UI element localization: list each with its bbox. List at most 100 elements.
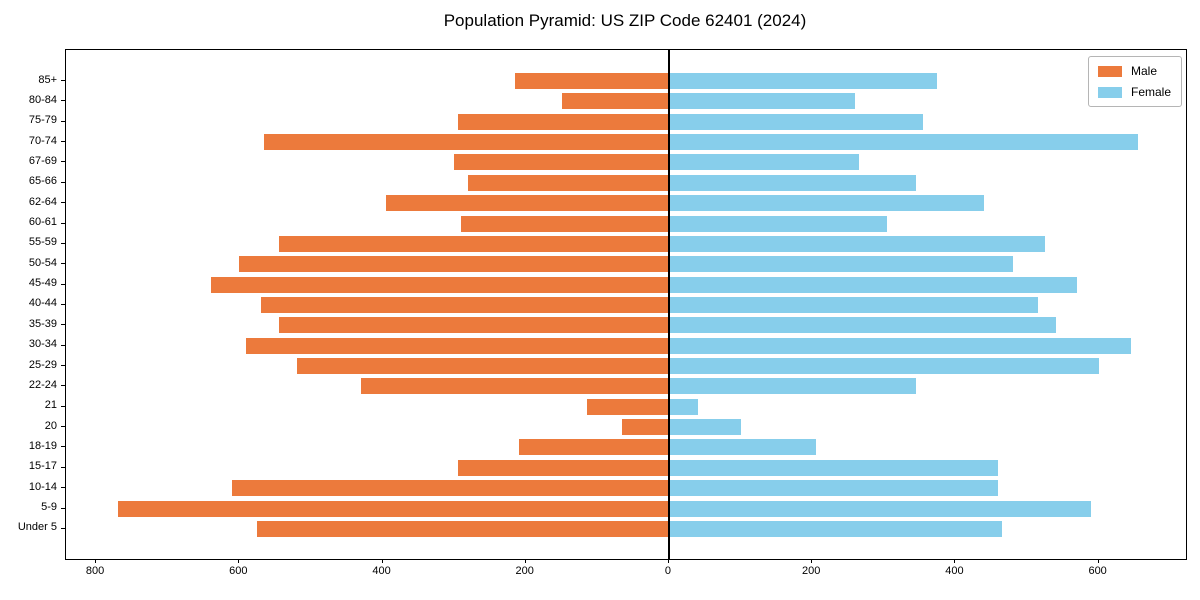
bar-male	[561, 93, 669, 110]
y-axis-label: 35-39	[28, 317, 57, 330]
bar-male	[260, 296, 669, 313]
bar-male	[296, 358, 669, 375]
bar-female	[668, 419, 741, 436]
y-axis-label: 30-34	[28, 338, 57, 351]
bar-male	[386, 195, 669, 212]
y-tick-mark	[61, 344, 65, 346]
bar-male	[264, 134, 669, 151]
x-tick-mark	[95, 559, 97, 563]
bar-male	[278, 317, 669, 334]
y-axis-label: 18-19	[28, 439, 57, 452]
bar-male	[468, 174, 669, 191]
y-tick-mark	[61, 283, 65, 285]
legend-label-female: Female	[1130, 85, 1171, 99]
y-tick-mark	[61, 426, 65, 428]
x-tick-label: 200	[515, 565, 534, 577]
x-tick-mark	[811, 559, 813, 563]
bar-male	[246, 337, 669, 354]
y-axis-label: 5-9	[41, 501, 57, 514]
bar-male	[622, 419, 669, 436]
bar-male	[210, 276, 669, 293]
y-tick-mark	[61, 446, 65, 448]
bar-female	[668, 317, 1056, 334]
x-tick-label: 600	[1088, 565, 1107, 577]
bar-male	[117, 500, 669, 517]
y-axis-label: Under 5	[17, 521, 57, 534]
y-tick-mark	[61, 141, 65, 143]
y-axis-label: 10-14	[28, 480, 57, 493]
x-tick-mark	[667, 559, 669, 563]
bar-female	[668, 276, 1078, 293]
y-axis-label: 20	[44, 419, 57, 432]
plot-area: Male Female	[65, 49, 1187, 560]
y-axis-label: 22-24	[28, 378, 57, 391]
bar-male	[278, 235, 669, 252]
x-tick-mark	[1097, 559, 1099, 563]
x-tick-label: 400	[372, 565, 391, 577]
y-tick-mark	[61, 527, 65, 529]
bar-female	[668, 500, 1092, 517]
chart-title: Population Pyramid: US ZIP Code 62401 (2…	[443, 11, 807, 30]
bar-female	[668, 296, 1038, 313]
bar-female	[668, 73, 938, 89]
legend: Male Female	[1087, 56, 1182, 107]
bar-female	[668, 520, 1002, 537]
x-tick-label: 800	[85, 565, 105, 577]
x-tick-mark	[524, 559, 526, 563]
bar-male	[232, 480, 669, 497]
bar-male	[361, 378, 669, 395]
y-tick-mark	[61, 242, 65, 244]
bar-female	[668, 235, 1045, 252]
bar-male	[518, 439, 669, 456]
bar-male	[239, 256, 669, 273]
bar-male	[457, 113, 669, 130]
y-axis-label: 65-66	[28, 175, 57, 188]
y-axis-label: 15-17	[28, 460, 57, 473]
y-tick-mark	[61, 385, 65, 387]
legend-item-male: Male	[1097, 64, 1171, 78]
legend-label-male: Male	[1130, 64, 1157, 78]
bar-female	[668, 134, 1138, 151]
y-axis-label: 21	[44, 399, 57, 412]
y-tick-mark	[61, 181, 65, 183]
y-tick-mark	[61, 365, 65, 367]
x-tick-label: 0	[664, 565, 672, 577]
y-tick-mark	[61, 487, 65, 489]
x-tick-label: 200	[802, 565, 821, 577]
bar-male	[586, 398, 669, 415]
x-tick-mark	[381, 559, 383, 563]
female-color-swatch	[1097, 86, 1122, 98]
y-tick-mark	[61, 100, 65, 102]
bar-female	[668, 215, 888, 232]
y-tick-mark	[61, 202, 65, 204]
bar-female	[668, 439, 816, 456]
y-tick-mark	[61, 324, 65, 326]
y-tick-mark	[61, 222, 65, 224]
bar-female	[668, 93, 856, 110]
x-tick-mark	[238, 559, 240, 563]
y-tick-mark	[61, 405, 65, 407]
y-axis-label: 67-69	[28, 154, 57, 167]
y-tick-mark	[61, 80, 65, 81]
y-tick-mark	[61, 507, 65, 509]
bar-male	[454, 154, 669, 171]
y-axis-label: 70-74	[28, 134, 57, 147]
bar-male	[457, 459, 669, 476]
y-tick-mark	[61, 161, 65, 163]
bar-female	[668, 358, 1099, 375]
male-color-swatch	[1097, 65, 1122, 77]
bar-female	[668, 459, 999, 476]
y-axis-label: 55-59	[28, 236, 57, 249]
y-axis-label: 62-64	[28, 195, 57, 208]
x-tick-mark	[954, 559, 956, 563]
y-axis-label: 85+	[38, 73, 57, 86]
x-tick-label: 600	[229, 565, 248, 577]
y-axis-label: 45-49	[28, 277, 57, 290]
bar-female	[668, 174, 916, 191]
bar-female	[668, 337, 1131, 354]
bar-female	[668, 195, 985, 212]
bar-male	[257, 520, 669, 537]
y-tick-mark	[61, 120, 65, 122]
y-tick-mark	[61, 303, 65, 305]
